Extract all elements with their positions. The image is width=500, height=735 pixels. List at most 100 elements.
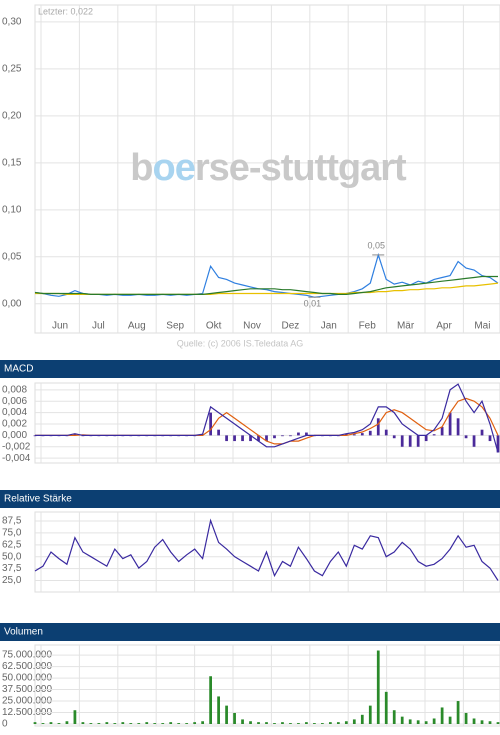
- panel-title: Volumen: [4, 627, 43, 638]
- bar: [344, 433, 348, 436]
- bar: [432, 718, 436, 724]
- bar: [384, 429, 388, 436]
- bar: [209, 676, 212, 724]
- y-tick-label: 0,15: [2, 157, 22, 168]
- y-tick-label: 0: [2, 719, 8, 730]
- bar: [488, 721, 492, 724]
- y-tick-label: 25.000.000: [2, 696, 52, 707]
- bar: [352, 719, 356, 724]
- bar: [41, 723, 45, 724]
- bar: [177, 723, 181, 724]
- bar: [233, 712, 236, 724]
- bar: [265, 722, 268, 724]
- y-tick-label: 87,5: [2, 516, 22, 527]
- bar: [392, 435, 396, 439]
- bar: [49, 722, 53, 724]
- bar: [97, 723, 101, 724]
- bar: [448, 716, 452, 724]
- y-tick-label: -0,004: [2, 453, 31, 464]
- y-tick-label: 0,25: [2, 64, 22, 75]
- bar: [217, 429, 220, 436]
- watermark-part: b: [130, 147, 152, 189]
- bar: [456, 701, 460, 724]
- bar: [241, 435, 244, 442]
- y-tick-label: 0,002: [2, 419, 27, 430]
- bar: [488, 435, 492, 442]
- bar: [217, 696, 220, 724]
- bar: [257, 435, 260, 442]
- plot-frame: [34, 382, 500, 464]
- x-tick-label: Mär: [397, 321, 415, 332]
- subtitle: Letzter: 0,022: [38, 6, 93, 16]
- bar: [360, 714, 364, 724]
- bar: [368, 705, 372, 724]
- bar: [456, 418, 460, 436]
- plot-frame: [34, 4, 500, 334]
- bar: [305, 432, 308, 436]
- bar: [89, 723, 93, 724]
- bar: [281, 722, 284, 724]
- bar: [424, 721, 428, 724]
- y-tick-label: 0,30: [2, 17, 22, 28]
- bar: [33, 722, 37, 724]
- bar: [440, 707, 444, 724]
- x-tick-label: Jul: [92, 321, 105, 332]
- bar: [321, 723, 324, 724]
- bar: [209, 412, 212, 436]
- bar: [193, 722, 197, 724]
- bar: [113, 723, 117, 724]
- bar: [352, 434, 356, 436]
- annotation-label: 0,05: [367, 240, 385, 250]
- bar: [424, 435, 428, 442]
- x-tick-label: Apr: [436, 321, 452, 332]
- bar: [416, 720, 420, 724]
- bar: [121, 722, 125, 724]
- bar: [472, 435, 476, 447]
- bar: [201, 721, 205, 724]
- bar: [57, 723, 61, 724]
- bar: [273, 435, 276, 439]
- y-tick-label: 0,20: [2, 111, 22, 122]
- bar: [169, 722, 173, 724]
- series-line: [34, 275, 498, 295]
- annotation-label: 0,01: [304, 299, 322, 309]
- y-tick-label: 50.000.000: [2, 673, 52, 684]
- bar: [137, 723, 141, 724]
- bar: [73, 433, 77, 436]
- bar: [225, 705, 228, 724]
- bar: [368, 430, 372, 436]
- watermark-part: rse-stuttgart: [195, 147, 407, 189]
- series-line: [35, 383, 499, 453]
- bar: [249, 721, 252, 724]
- bar: [233, 435, 236, 442]
- panel-header: [0, 360, 500, 378]
- bar: [273, 723, 276, 724]
- series-line: [34, 252, 499, 298]
- y-tick-label: 0,000: [2, 430, 27, 441]
- bar: [336, 722, 340, 724]
- bar: [392, 710, 396, 724]
- bar: [145, 722, 149, 724]
- x-tick-label: Sep: [166, 321, 184, 332]
- bar: [408, 719, 412, 724]
- bar: [281, 435, 284, 437]
- panel-title: MACD: [4, 364, 33, 375]
- bar: [440, 426, 444, 436]
- x-tick-label: Feb: [359, 321, 377, 332]
- y-tick-label: 50,0: [2, 551, 22, 562]
- bar: [257, 722, 260, 724]
- y-tick-label: 0,05: [2, 251, 22, 262]
- x-tick-label: Okt: [206, 321, 222, 332]
- bar: [313, 723, 316, 724]
- bar: [225, 435, 228, 442]
- y-tick-label: 0,006: [2, 396, 27, 407]
- bar: [464, 712, 468, 724]
- x-tick-label: Dez: [282, 321, 300, 332]
- bar: [265, 435, 268, 442]
- panel-header: [0, 490, 500, 508]
- x-tick-label: Jan: [321, 321, 337, 332]
- x-tick-label: Mai: [474, 321, 490, 332]
- bar: [376, 650, 380, 724]
- bar: [129, 723, 133, 724]
